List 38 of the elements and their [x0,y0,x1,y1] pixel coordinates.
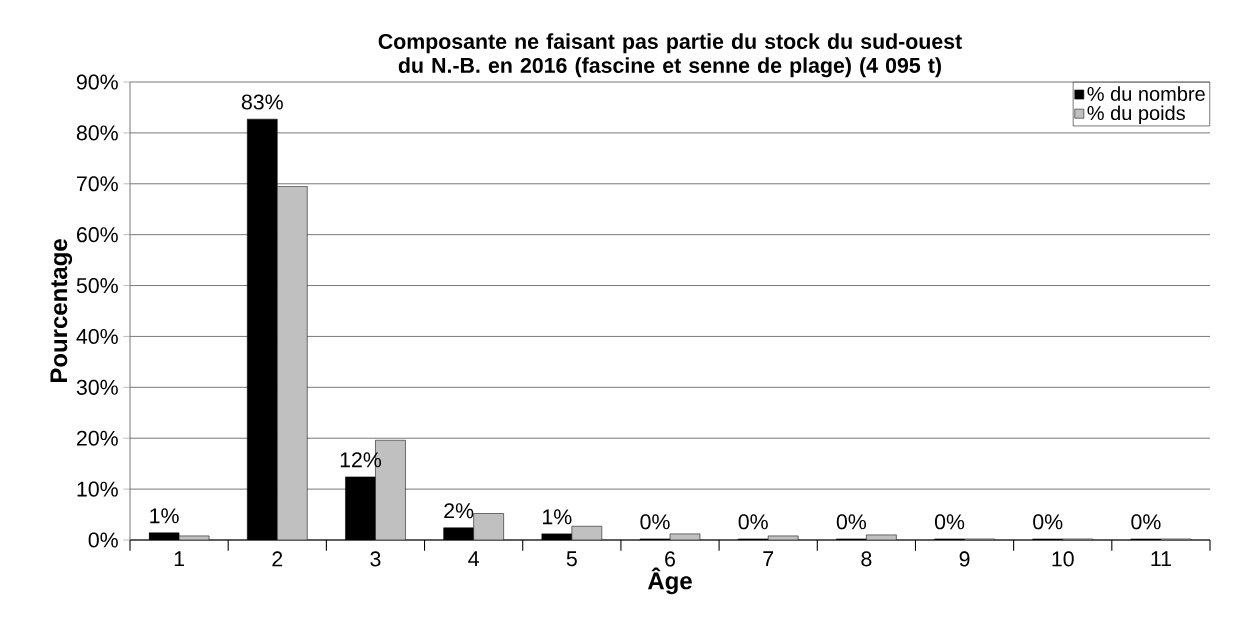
data-label: 83% [241,94,283,110]
y-tick-label: 30% [76,379,118,395]
y-tick-label: 40% [76,328,118,344]
x-tick-label: 10 [1052,551,1074,567]
legend-label: % du poids [1087,105,1185,125]
y-tick-label: 70% [77,176,118,192]
y-tick-label: 0% [88,532,118,548]
x-tick-label: 9 [959,551,970,567]
legend-label: % du nombre [1087,86,1205,101]
chart-title: Composante ne faisant pas partie du stock du sud-ouest du N.-B. en 2016 (fascine et senne de plage) (4 095 t) [378,33,962,78]
y-axis-title: Pourcentage [50,239,73,383]
data-label: 1% [543,509,572,525]
y-tick-label: 60% [77,227,118,243]
x-tick-label: 6 [665,551,675,567]
data-label: 0% [640,514,670,530]
data-label: 0% [1131,514,1161,530]
x-tick-label: 4 [468,551,479,567]
y-tick-label: 20% [77,430,118,446]
data-label: 2% [444,503,474,519]
data-label: 0% [738,514,768,530]
data-label: 0% [934,514,965,530]
data-label: 0% [836,514,867,530]
x-tick-label: 7 [763,551,774,567]
x-tick-label: 5 [566,551,577,567]
x-tick-label: 3 [370,551,381,567]
y-tick-label: 50% [76,278,118,294]
x-tick-label: 2 [272,551,283,567]
x-tick-label: 11 [1151,551,1171,567]
bar [277,186,308,540]
y-tick-label: 80% [76,125,118,141]
y-tick-label: 10% [77,481,118,497]
x-tick-label: 8 [861,551,872,567]
x-axis-title: Âge [647,567,692,595]
bar [473,513,504,540]
y-tick-label: 90% [76,74,118,90]
x-tick-label: 1 [174,551,184,567]
data-label: 1% [150,508,179,524]
data-label: 0% [1033,514,1063,530]
